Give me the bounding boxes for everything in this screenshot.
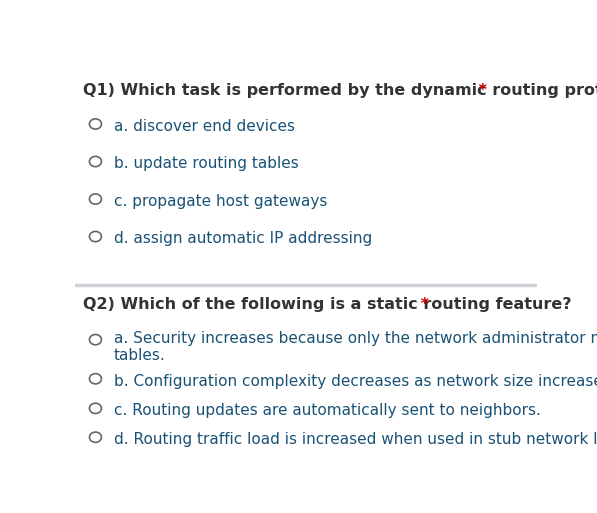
Text: a. discover end devices: a. discover end devices bbox=[114, 119, 295, 134]
Circle shape bbox=[90, 334, 101, 345]
Text: b. Configuration complexity decreases as network size increases.: b. Configuration complexity decreases as… bbox=[114, 373, 597, 389]
Text: a. Security increases because only the network administrator may change the rout: a. Security increases because only the n… bbox=[114, 331, 597, 363]
Text: d. assign automatic IP addressing: d. assign automatic IP addressing bbox=[114, 231, 372, 246]
Text: *: * bbox=[415, 297, 429, 311]
Circle shape bbox=[90, 231, 101, 242]
Text: Q1) Which task is performed by the dynamic routing protocols?: Q1) Which task is performed by the dynam… bbox=[83, 83, 597, 98]
Circle shape bbox=[90, 403, 101, 413]
Circle shape bbox=[90, 194, 101, 204]
Text: c. propagate host gateways: c. propagate host gateways bbox=[114, 194, 327, 209]
Text: d. Routing traffic load is increased when used in stub network links: d. Routing traffic load is increased whe… bbox=[114, 432, 597, 447]
Text: c. Routing updates are automatically sent to neighbors.: c. Routing updates are automatically sen… bbox=[114, 403, 541, 418]
Text: Q2) Which of the following is a static routing feature?: Q2) Which of the following is a static r… bbox=[83, 297, 571, 311]
Circle shape bbox=[90, 373, 101, 384]
Circle shape bbox=[90, 119, 101, 129]
Text: b. update routing tables: b. update routing tables bbox=[114, 156, 298, 171]
Circle shape bbox=[90, 432, 101, 442]
Circle shape bbox=[90, 156, 101, 167]
Text: *: * bbox=[473, 83, 488, 98]
